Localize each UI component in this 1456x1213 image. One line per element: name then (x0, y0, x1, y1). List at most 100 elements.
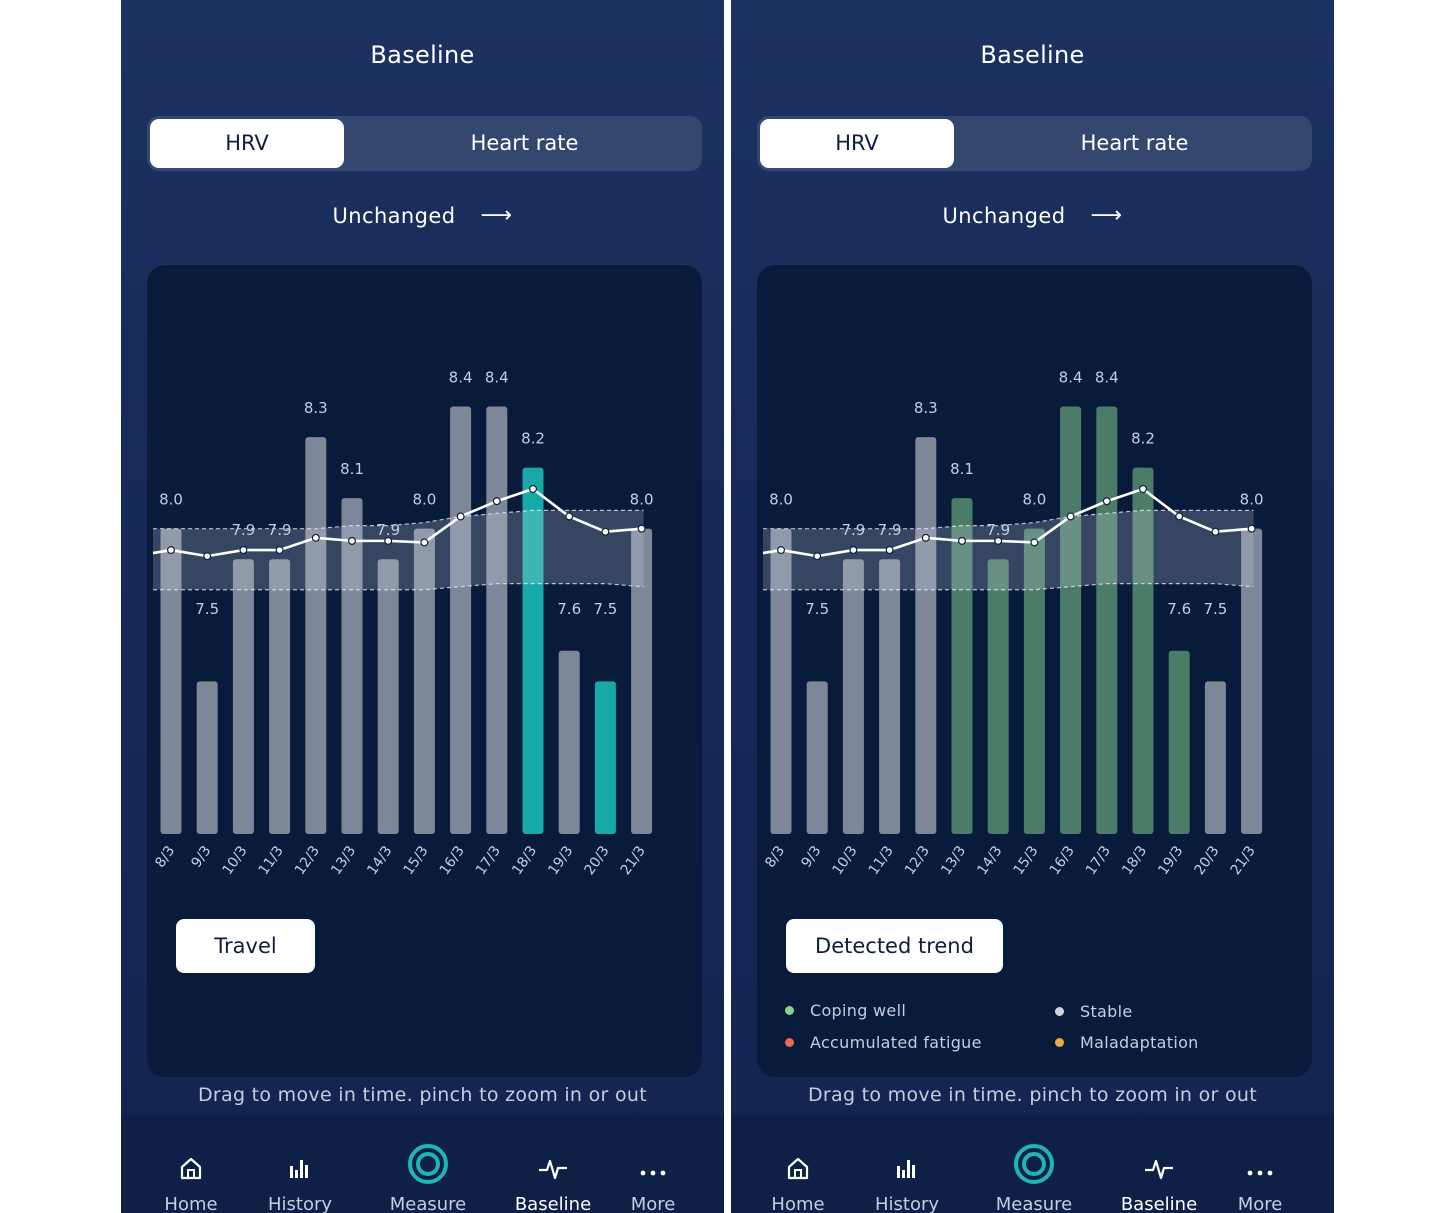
chart-bar[interactable] (413, 528, 435, 834)
baseline-icon (493, 1156, 613, 1186)
more-icon (593, 1162, 713, 1181)
x-tick-label: 9/3 (188, 843, 214, 871)
chart-bar[interactable] (951, 498, 973, 834)
bar-value-label: 8.0 (769, 491, 793, 509)
tab-heart-rate[interactable]: Heart rate (1080, 131, 1189, 155)
gesture-hint: Drag to move in time. pinch to zoom in o… (197, 1084, 647, 1106)
nav-home[interactable]: Home (131, 1115, 251, 1213)
nav-baseline[interactable]: Baseline (1099, 1115, 1219, 1213)
bar-value-label: 7.5 (593, 600, 617, 618)
chart-bar[interactable] (770, 528, 792, 834)
nav-home-label: Home (771, 1194, 825, 1213)
legend-label: Accumulated fatigue (810, 1033, 982, 1052)
trend-point (1030, 538, 1039, 547)
legend-label: Maladaptation (1080, 1033, 1199, 1052)
x-tick-label: 18/3 (509, 843, 540, 878)
bar-value-label: 7.5 (195, 600, 219, 618)
x-tick-label: 14/3 (364, 843, 395, 878)
trend-point (492, 497, 501, 506)
nav-history-label: History (267, 1194, 333, 1213)
nav-history[interactable]: History (240, 1115, 360, 1213)
nav-baseline[interactable]: Baseline (493, 1115, 613, 1213)
chart-bar[interactable] (305, 437, 327, 834)
tab-hrv[interactable]: HRV (150, 119, 344, 168)
chart-bar[interactable] (1132, 467, 1154, 834)
x-tick-label: 12/3 (902, 843, 933, 878)
trend-point (637, 524, 646, 533)
chart-bar[interactable] (341, 498, 363, 834)
baseline-band-upper (153, 509, 644, 530)
nav-more[interactable]: More (593, 1115, 713, 1213)
legend-label: Coping well (810, 1001, 907, 1020)
chart-bar[interactable] (1241, 528, 1263, 834)
trend-point (1139, 484, 1148, 493)
right-arrow-icon: ⟶ (480, 203, 513, 228)
chart-bar[interactable] (232, 559, 254, 834)
chart-bar[interactable] (1168, 650, 1190, 834)
chart-card[interactable]: 8.0 7.5 7.9 7.9 8.3 8.1 7.9 8.0 8.4 8.4 8.2 7.6 7.5 8… (147, 265, 702, 1077)
bar-value-label: 8.3 (914, 399, 938, 417)
baseline-band (763, 510, 1254, 590)
legend-label: Stable (1080, 1002, 1133, 1021)
nav-home[interactable]: Home (738, 1115, 858, 1213)
nav-baseline-label: Baseline (1120, 1194, 1198, 1213)
right-arrow-icon: ⟶ (1090, 203, 1123, 228)
chart-bar[interactable] (1023, 528, 1045, 834)
hrv-bar-chart[interactable]: 8.0 7.5 7.9 7.9 8.3 8.1 7.9 8.0 8.4 8.4 8.2 7.6 7.5 8… (147, 265, 702, 905)
nav-home-label: Home (164, 1194, 218, 1213)
x-tick-label: 10/3 (830, 843, 861, 878)
bar-value-label: 7.9 (376, 521, 400, 539)
x-tick-label: 15/3 (1011, 843, 1042, 878)
trend-point (601, 527, 610, 536)
travel-tag-button[interactable]: Travel (176, 919, 315, 973)
trend-label: Unchanged (332, 204, 456, 228)
trend-point (777, 546, 786, 555)
chart-bar[interactable] (879, 559, 901, 834)
chart-bar[interactable] (160, 528, 182, 834)
chart-bar[interactable] (631, 528, 653, 834)
chart-bar[interactable] (558, 650, 580, 834)
x-tick-label: 16/3 (437, 843, 468, 878)
trend-point (849, 546, 858, 555)
nav-history[interactable]: History (847, 1115, 967, 1213)
bar-value-label: 8.0 (630, 491, 654, 509)
tab-hrv[interactable]: HRV (760, 119, 954, 168)
chart-bar[interactable] (377, 559, 399, 834)
chart-bar[interactable] (1096, 406, 1118, 834)
trend-point (311, 533, 320, 542)
chart-bar[interactable] (842, 559, 864, 834)
trend-point (994, 536, 1003, 545)
chart-bar[interactable] (522, 467, 544, 834)
chart-bar[interactable] (486, 406, 508, 834)
detected-trend-button[interactable]: Detected trend (786, 919, 1003, 973)
home-icon (131, 1155, 251, 1185)
chart-bar[interactable] (987, 559, 1009, 834)
bar-value-label: 8.2 (521, 430, 545, 448)
chart-card[interactable]: 8.0 7.5 7.9 7.9 8.3 8.1 7.9 8.0 8.4 8.4 8.2 7.6 7.5 8… (757, 265, 1312, 1077)
chart-bar[interactable] (1060, 406, 1082, 834)
trend-point (275, 546, 284, 555)
trend-status: Unchanged ⟶ (121, 203, 724, 228)
trend-point (239, 546, 248, 555)
baseline-band (153, 510, 644, 590)
trend-status: Unchanged ⟶ (731, 203, 1334, 228)
chart-bar[interactable] (594, 681, 616, 834)
nav-measure[interactable]: Measure (974, 1115, 1094, 1213)
chart-bar[interactable] (196, 681, 218, 834)
nav-history-label: History (874, 1194, 940, 1213)
trend-point (203, 552, 212, 561)
measure-icon (974, 1143, 1094, 1189)
nav-more[interactable]: More (1200, 1115, 1320, 1213)
legend-dot (1055, 1007, 1064, 1016)
x-tick-label: 17/3 (473, 843, 504, 878)
chart-bar[interactable] (915, 437, 937, 834)
x-tick-label: 20/3 (582, 843, 613, 878)
metric-toggle: HRV Heart rate (757, 116, 1312, 171)
chart-bar[interactable] (450, 406, 472, 834)
chart-bar[interactable] (1204, 681, 1226, 834)
chart-bar[interactable] (269, 559, 291, 834)
chart-bar[interactable] (806, 681, 828, 834)
tab-heart-rate[interactable]: Heart rate (470, 131, 579, 155)
nav-measure[interactable]: Measure (368, 1115, 488, 1213)
hrv-bar-chart[interactable]: 8.0 7.5 7.9 7.9 8.3 8.1 7.9 8.0 8.4 8.4 8.2 7.6 7.5 8… (757, 265, 1312, 905)
